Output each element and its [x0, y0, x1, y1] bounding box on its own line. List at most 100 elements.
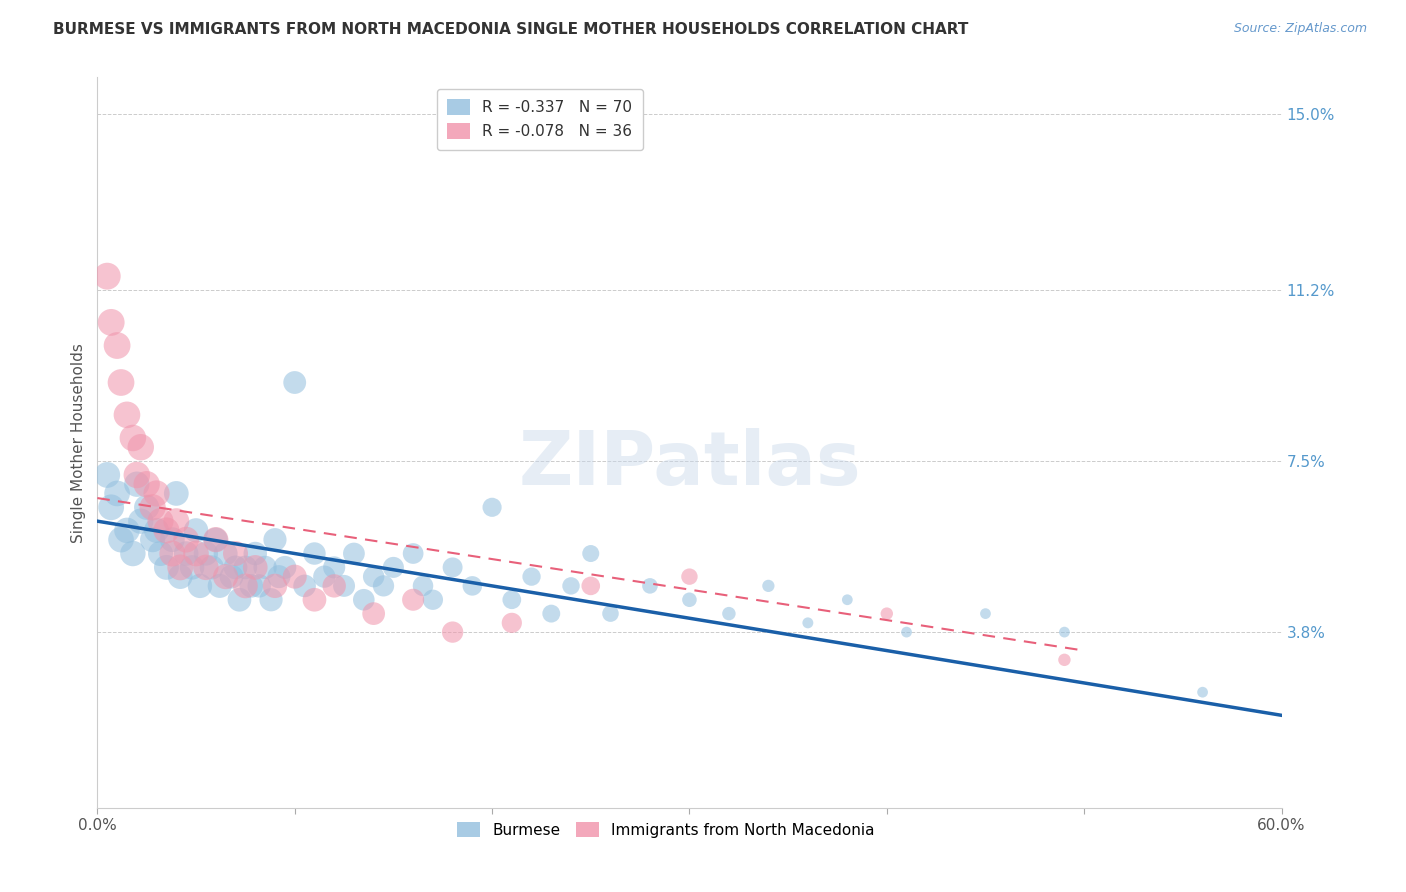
Point	[896, 625, 918, 640]
Point	[240, 579, 263, 593]
Point	[267, 569, 290, 583]
Point	[169, 560, 191, 574]
Point	[221, 569, 243, 583]
Point	[363, 569, 385, 583]
Point	[247, 579, 270, 593]
Point	[100, 500, 122, 515]
Point	[208, 579, 231, 593]
Point	[974, 607, 997, 621]
Text: Source: ZipAtlas.com: Source: ZipAtlas.com	[1233, 22, 1367, 36]
Point	[96, 467, 118, 482]
Point	[204, 533, 226, 547]
Point	[758, 579, 780, 593]
Point	[204, 533, 226, 547]
Point	[323, 560, 346, 574]
Point	[402, 592, 425, 607]
Point	[110, 376, 132, 390]
Point	[245, 560, 267, 574]
Point	[135, 477, 157, 491]
Point	[353, 592, 375, 607]
Point	[125, 467, 148, 482]
Point	[149, 547, 172, 561]
Point	[169, 569, 191, 583]
Point	[461, 579, 484, 593]
Point	[797, 615, 820, 630]
Point	[174, 533, 197, 547]
Point	[294, 579, 316, 593]
Point	[540, 607, 562, 621]
Point	[382, 560, 405, 574]
Point	[363, 607, 385, 621]
Point	[579, 579, 602, 593]
Point	[1191, 685, 1213, 699]
Point	[129, 514, 152, 528]
Point	[224, 547, 246, 561]
Point	[181, 560, 204, 574]
Point	[373, 579, 395, 593]
Point	[110, 533, 132, 547]
Point	[274, 560, 297, 574]
Point	[501, 592, 523, 607]
Point	[188, 579, 211, 593]
Point	[323, 579, 346, 593]
Point	[501, 615, 523, 630]
Point	[184, 524, 207, 538]
Point	[194, 547, 217, 561]
Point	[115, 408, 138, 422]
Point	[1053, 625, 1076, 640]
Point	[142, 500, 165, 515]
Point	[145, 524, 167, 538]
Point	[678, 592, 700, 607]
Point	[142, 533, 165, 547]
Point	[235, 560, 257, 574]
Point	[264, 533, 287, 547]
Point	[155, 524, 177, 538]
Point	[214, 569, 236, 583]
Point	[304, 592, 326, 607]
Point	[284, 376, 307, 390]
Legend: Burmese, Immigrants from North Macedonia: Burmese, Immigrants from North Macedonia	[451, 815, 880, 844]
Text: BURMESE VS IMMIGRANTS FROM NORTH MACEDONIA SINGLE MOTHER HOUSEHOLDS CORRELATION : BURMESE VS IMMIGRANTS FROM NORTH MACEDON…	[53, 22, 969, 37]
Point	[638, 579, 661, 593]
Point	[214, 547, 236, 561]
Point	[122, 547, 145, 561]
Point	[333, 579, 356, 593]
Point	[579, 547, 602, 561]
Point	[162, 533, 184, 547]
Point	[105, 486, 128, 500]
Point	[194, 560, 217, 574]
Point	[402, 547, 425, 561]
Point	[174, 547, 197, 561]
Point	[235, 579, 257, 593]
Point	[254, 560, 277, 574]
Point	[837, 592, 859, 607]
Point	[122, 431, 145, 445]
Point	[165, 514, 187, 528]
Point	[129, 440, 152, 454]
Point	[201, 560, 224, 574]
Point	[304, 547, 326, 561]
Point	[165, 486, 187, 500]
Point	[162, 547, 184, 561]
Point	[876, 607, 898, 621]
Point	[441, 625, 464, 640]
Point	[1053, 653, 1076, 667]
Point	[678, 569, 700, 583]
Point	[184, 547, 207, 561]
Point	[717, 607, 740, 621]
Point	[314, 569, 336, 583]
Point	[125, 477, 148, 491]
Point	[100, 315, 122, 329]
Point	[520, 569, 543, 583]
Point	[149, 514, 172, 528]
Text: ZIPatlas: ZIPatlas	[519, 428, 860, 501]
Point	[135, 500, 157, 515]
Point	[228, 592, 250, 607]
Point	[412, 579, 434, 593]
Point	[245, 547, 267, 561]
Point	[224, 560, 246, 574]
Point	[560, 579, 582, 593]
Y-axis label: Single Mother Households: Single Mother Households	[72, 343, 86, 542]
Point	[155, 560, 177, 574]
Point	[599, 607, 621, 621]
